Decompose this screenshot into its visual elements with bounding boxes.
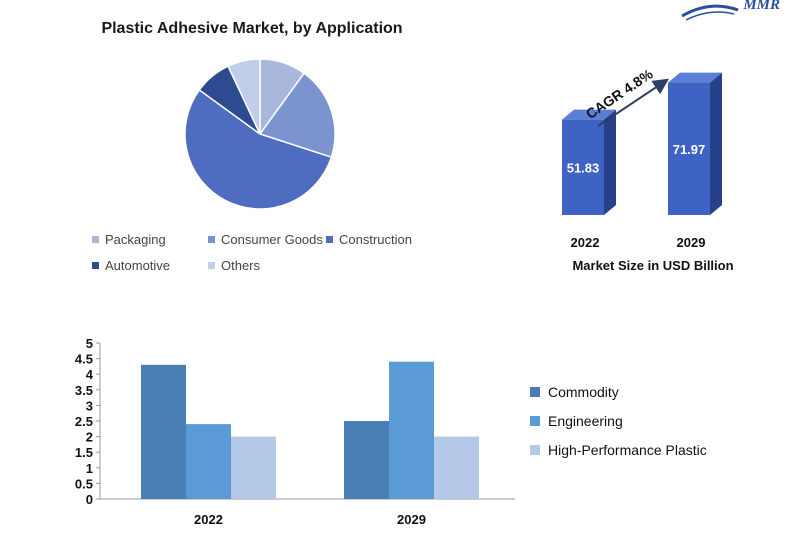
bar-legend-label: Commodity (548, 384, 619, 400)
y-tick-label: 2.5 (75, 414, 93, 429)
y-tick-label: 5 (86, 336, 93, 351)
x-category-label: 2029 (397, 512, 426, 527)
pie-slice-consumer-goods (258, 72, 336, 159)
market-size-value-label: 51.83 (567, 160, 600, 175)
pie-legend-swatch (92, 262, 99, 269)
bar-legend-item: Engineering (530, 413, 707, 429)
pie-slice-construction (184, 88, 333, 210)
pie-legend-item: Construction (326, 232, 412, 247)
market-size-value-label: 71.97 (673, 142, 706, 157)
cagr-arrow-icon (597, 78, 669, 127)
market-size-bar-2029 (668, 72, 722, 216)
market-size-caption: Market Size in USD Billion (572, 258, 734, 273)
pie-legend-swatch (326, 236, 333, 243)
y-tick-label: 3 (86, 398, 93, 413)
y-tick-label: 0 (86, 492, 93, 507)
y-tick-label: 4 (86, 367, 94, 382)
pie-legend-item: Automotive (92, 258, 170, 273)
bar-legend-item: High-Performance Plastic (530, 442, 707, 458)
pie-legend-item: Packaging (92, 232, 166, 247)
pie-legend-label: Automotive (105, 258, 171, 273)
market-size-year-label: 2029 (677, 235, 706, 250)
y-tick-label: 1 (86, 461, 93, 476)
y-tick-label: 4.5 (75, 352, 93, 367)
y-tick-label: 0.5 (75, 476, 93, 491)
pie-legend-swatch (92, 236, 99, 243)
pie-legend-label: Others (221, 258, 261, 273)
bar-high-performance-plastic-2022 (231, 436, 276, 499)
bar-legend-swatch (530, 416, 540, 426)
pie-legend-swatch (208, 236, 215, 243)
x-category-label: 2022 (194, 512, 223, 527)
pie-legend-swatch (208, 262, 215, 269)
pie-slice-others (227, 58, 261, 135)
pie-legend-item: Others (208, 258, 260, 273)
y-tick-label: 2 (86, 430, 93, 445)
brand-logo: MMR (743, 0, 780, 13)
bar-legend-swatch (530, 387, 540, 397)
segment-bar-chart: 00.511.522.533.544.55 2022 2029 (75, 336, 515, 527)
logo-swoosh-icon (681, 4, 739, 21)
y-tick-label: 1.5 (75, 445, 93, 460)
pie-legend-label: Construction (339, 232, 412, 247)
bar-legend-item: Commodity (530, 384, 707, 400)
market-size-bar-2022 (562, 109, 616, 215)
bar-high-performance-plastic-2029 (434, 436, 479, 499)
bar-commodity-2029 (344, 421, 389, 499)
segment-bar-legend: Commodity Engineering High-Performance Pla… (530, 384, 707, 471)
bar-commodity-2022 (141, 364, 186, 499)
pie-legend-item: Consumer Goods (208, 232, 323, 247)
pie-chart-title: Plastic Adhesive Market, by Application (101, 20, 403, 37)
bar-legend-swatch (530, 445, 540, 455)
pie-chart (184, 58, 336, 210)
bar-legend-label: High-Performance Plastic (548, 442, 707, 458)
bar-legend-label: Engineering (548, 413, 623, 429)
bar-engineering-2022 (186, 424, 231, 499)
pie-legend-label: Consumer Goods (221, 232, 323, 247)
market-size-year-label: 2022 (571, 235, 600, 250)
pie-legend-label: Packaging (105, 232, 166, 247)
bar-engineering-2029 (389, 361, 434, 499)
y-tick-label: 3.5 (75, 383, 93, 398)
